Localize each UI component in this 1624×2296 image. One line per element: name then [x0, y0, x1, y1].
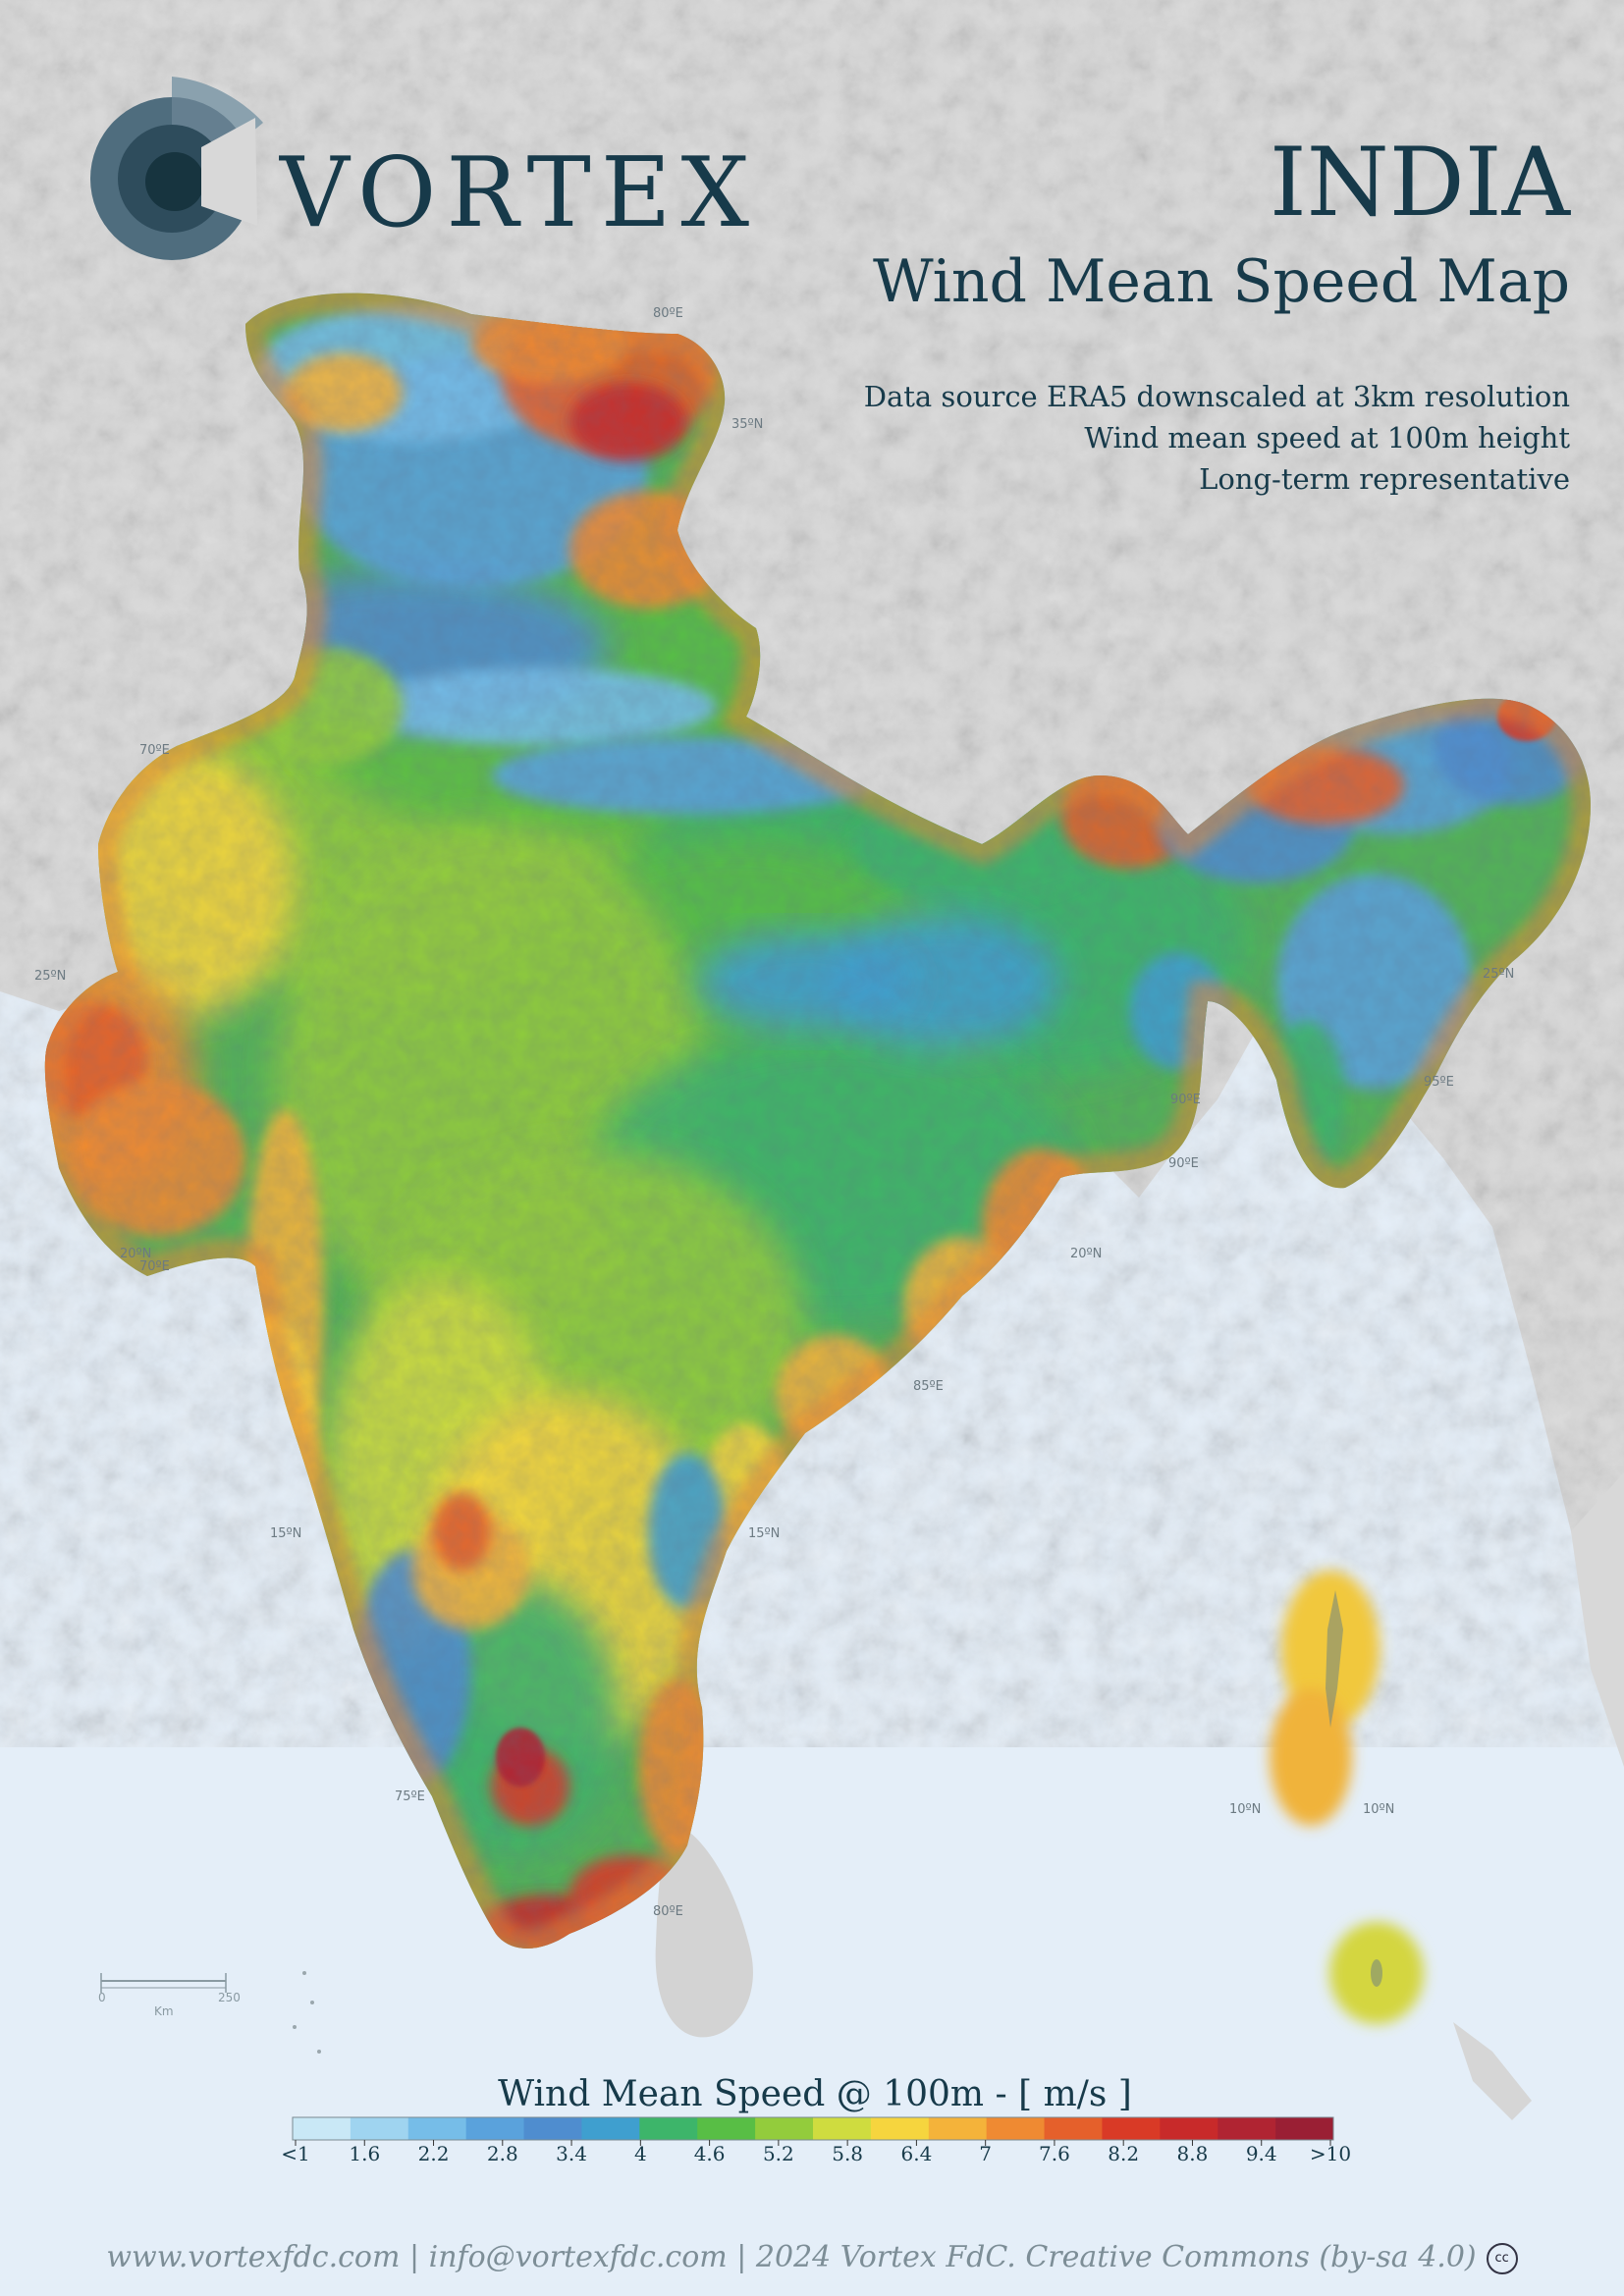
footer: www.vortexfdc.com | info@vortexfdc.com |… [0, 2240, 1624, 2274]
legend-color-step [755, 2117, 814, 2140]
legend-color-step [697, 2117, 756, 2140]
andaman-islands [1270, 1571, 1380, 1826]
grid-label: 90ºE [1168, 1156, 1199, 1171]
grid-label: 95ºE [1424, 1075, 1454, 1090]
grid-label: 35ºN [731, 417, 764, 432]
grid-label: 70ºE [139, 743, 170, 758]
grid-label: 25ºN [1483, 967, 1515, 982]
legend-color-step [1275, 2117, 1334, 2140]
grid-label: 20ºN [120, 1247, 152, 1261]
scale-max: 250 [218, 1991, 241, 2004]
legend-tick-label: 5.8 [832, 2142, 864, 2165]
legend-title: Wind Mean Speed @ 100m - [ m/s ] [498, 2074, 1132, 2114]
legend-color-step [1218, 2117, 1276, 2140]
legend-color-step [1102, 2117, 1161, 2140]
legend-color-step [581, 2117, 640, 2140]
legend-color-step [870, 2117, 930, 2140]
legend-color-step [1160, 2117, 1218, 2140]
legend-color-step [986, 2117, 1046, 2140]
grid-label: 15ºN [270, 1526, 302, 1541]
legend-color-step [465, 2117, 525, 2140]
legend-tick-label: 8.8 [1176, 2142, 1209, 2165]
grid-label: 70ºE [139, 1259, 170, 1274]
legend-frame [292, 2116, 1334, 2141]
grid-label: 80ºE [653, 306, 683, 321]
lakshadweep-islands [293, 1971, 321, 2054]
grid-label: 25ºN [34, 969, 67, 984]
data-notes: Data source ERA5 downscaled at 3km resol… [864, 376, 1570, 500]
legend-color-step [928, 2117, 988, 2140]
grid-label: 90ºE [1170, 1093, 1201, 1107]
legend-tick-label: 2.2 [417, 2142, 450, 2165]
vortex-logo-icon [90, 77, 263, 260]
legend-color-step [813, 2117, 872, 2140]
legend-color-step [639, 2117, 698, 2140]
scale-bar [100, 1973, 227, 1993]
grid-label: 75ºE [395, 1789, 425, 1804]
legend-color-step [523, 2117, 582, 2140]
legend-color-step [407, 2117, 467, 2140]
scale-unit: Km [154, 2004, 174, 2018]
legend-colorbar [292, 2116, 1334, 2146]
legend-tick-label: 5.2 [762, 2142, 794, 2165]
legend-tick-label: 1.6 [349, 2142, 381, 2165]
nicobar-islands [1329, 1922, 1424, 2024]
map-subtitle: Wind Mean Speed Map [873, 247, 1570, 316]
legend-tick-label: >10 [1309, 2142, 1352, 2165]
country-title: INDIA [1269, 128, 1570, 238]
legend-tick-label: <1 [281, 2142, 310, 2165]
grid-label: 15ºN [748, 1526, 781, 1541]
legend-tick-label: 2.8 [486, 2142, 518, 2165]
legend-tick-label: 9.4 [1245, 2142, 1277, 2165]
note-line: Wind mean speed at 100m height [1084, 421, 1570, 454]
legend-tick-label: 7 [979, 2142, 993, 2165]
legend-tick-label: 7.6 [1039, 2142, 1070, 2165]
grid-label: 20ºN [1070, 1247, 1103, 1261]
legend-color-step [1044, 2117, 1103, 2140]
grid-label: 80ºE [653, 1904, 683, 1919]
legend-tick-label: 6.4 [900, 2142, 933, 2165]
legend-color-step [293, 2117, 352, 2140]
grid-label: 85ºE [913, 1379, 944, 1394]
legend-color-step [350, 2117, 409, 2140]
grid-label: 10ºN [1363, 1802, 1395, 1817]
legend-tick-label: 8.2 [1108, 2142, 1140, 2165]
grid-label: 10ºN [1229, 1802, 1262, 1817]
scale-min: 0 [98, 1991, 106, 2004]
note-line: Data source ERA5 downscaled at 3km resol… [863, 380, 1570, 413]
legend-tick-label: 4.6 [693, 2142, 726, 2165]
legend-tick-label: 4 [633, 2142, 647, 2165]
brand-name: VORTEX [280, 137, 760, 249]
note-line: Long-term representative [1199, 462, 1570, 496]
creative-commons-icon: cc [1486, 2243, 1518, 2274]
footer-text: www.vortexfdc.com | info@vortexfdc.com |… [106, 2240, 1477, 2274]
legend-tick-label: 3.4 [556, 2142, 587, 2165]
